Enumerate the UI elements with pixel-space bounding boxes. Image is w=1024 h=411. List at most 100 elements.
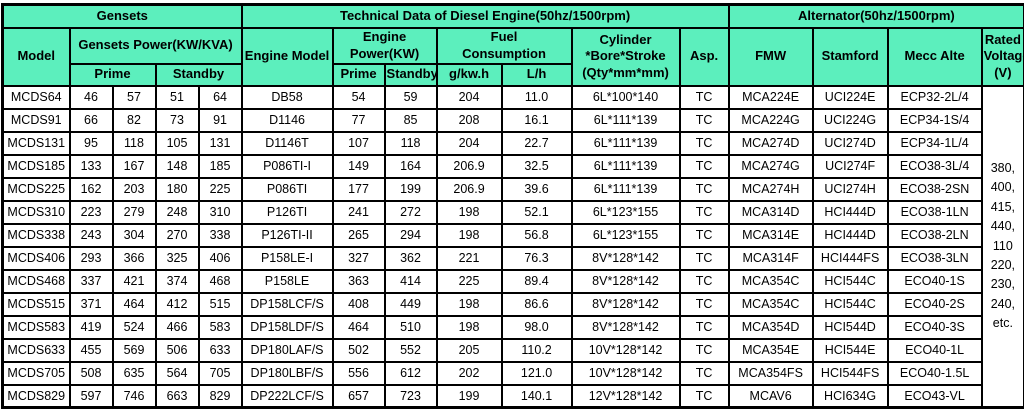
cell-standby-kw: 73 [154,107,200,133]
cell-cylinder: 6L*100*140 [570,84,681,110]
cell-prime-kva: 569 [111,337,157,363]
column-header-engine-model: Engine Model [240,26,334,87]
cell-fmw: MCA314E [727,222,814,248]
cell-model: MCDS633 [1,337,71,363]
cell-cylinder: 6L*111*139 [570,176,681,202]
section-header-engine: Technical Data of Diesel Engine(50hz/150… [240,3,730,29]
cell-fuel-l-h: 56.8 [500,222,573,248]
cell-fuel-g-kwh: 205 [435,337,503,363]
cell-model: MCDS185 [1,153,71,179]
cell-fuel-g-kwh: 198 [435,291,503,317]
column-header-stamford: Stamford [811,26,889,87]
column-header-gensets-prime: Prime [68,62,157,87]
group-header-row: Model Gensets Power(KW/KVA) Engine Model… [1,26,1024,87]
cell-prime-kva: 635 [111,360,157,386]
cell-engine-model: DP222LCF/S [240,383,334,409]
cell-engine-standby-kw: 118 [383,130,438,156]
cell-prime-kw: 223 [68,199,114,225]
table-row: MCDS633 455 569 506 633 DP180LAF/S 502 552 205 11… [1,337,1024,363]
cell-mecc-alte: ECP34-1S/4 [886,107,983,133]
cell-engine-prime-kw: 177 [331,176,386,202]
section-header-alternator: Alternator(50hz/1500rpm) [727,3,1024,29]
cell-engine-standby-kw: 552 [383,337,438,363]
cell-asp: TC [678,199,730,225]
cell-standby-kva: 515 [197,291,243,317]
cell-prime-kw: 133 [68,153,114,179]
cell-fuel-l-h: 39.6 [500,176,573,202]
cell-engine-model: P086TI-I [240,153,334,179]
cell-mecc-alte: ECP32-2L/4 [886,84,983,110]
table-row: MCDS185 133 167 148 185 P086TI-I 149 164 206.9 32… [1,153,1024,179]
cell-standby-kva: 406 [197,245,243,271]
cell-model: MCDS829 [1,383,71,409]
cell-stamford: HCI544C [811,291,889,317]
cell-standby-kw: 374 [154,268,200,294]
cell-model: MCDS406 [1,245,71,271]
cell-engine-standby-kw: 199 [383,176,438,202]
cell-stamford: HCI444FS [811,245,889,271]
cell-stamford: HCI634G [811,383,889,409]
cell-fmw: MCA354E [727,337,814,363]
cell-prime-kva: 524 [111,314,157,340]
cell-stamford: HCI544C [811,268,889,294]
column-header-gensets-power: Gensets Power(KW/KVA) [68,26,243,65]
cell-fmw: MCA314D [727,199,814,225]
cell-fuel-g-kwh: 202 [435,360,503,386]
cell-model: MCDS310 [1,199,71,225]
cell-mecc-alte: ECO38-1LN [886,199,983,225]
cell-engine-standby-kw: 59 [383,84,438,110]
cell-standby-kva: 583 [197,314,243,340]
cell-stamford: HCI544D [811,314,889,340]
table-row: MCDS406 293 366 325 406 P158LE-I 327 362 221 76.3… [1,245,1024,271]
cell-cylinder: 6L*111*139 [570,130,681,156]
cell-standby-kw: 506 [154,337,200,363]
cell-fmw: MCA224E [727,84,814,110]
cell-fuel-l-h: 32.5 [500,153,573,179]
sub-header-row: Prime Standby Prime Standby g/kw.h L/h [3,62,1024,87]
table-row: MCDS829 597 746 663 829 DP222LCF/S 657 723 199 14… [1,383,1024,409]
cell-standby-kva: 338 [197,222,243,248]
column-header-g-kwh: g/kw.h [435,62,503,87]
cell-standby-kw: 325 [154,245,200,271]
cell-engine-model: DP180LAF/S [240,337,334,363]
cell-fuel-g-kwh: 221 [435,245,503,271]
table-row: MCDS131 95 118 105 131 D1146T 107 118 204 22.7 6L*… [1,130,1024,156]
cell-prime-kva: 421 [111,268,157,294]
table-body: MCDS64 46 57 51 64 DB58 54 59 204 11.0 6L*100*140 T… [1,84,1024,409]
cell-asp: TC [678,291,730,317]
cell-prime-kw: 508 [68,360,114,386]
cell-standby-kw: 105 [154,130,200,156]
cell-asp: TC [678,130,730,156]
cell-standby-kva: 633 [197,337,243,363]
cell-mecc-alte: ECO40-1.5L [886,360,983,386]
table-row: MCDS338 243 304 270 338 P126TI-II 265 294 198 56.… [1,222,1024,248]
cell-fmw: MCA354C [727,291,814,317]
cell-fmw: MCAV6 [727,383,814,409]
cell-standby-kva: 185 [197,153,243,179]
cell-prime-kva: 279 [111,199,157,225]
cell-cylinder: 8V*128*142 [570,314,681,340]
cell-mecc-alte: ECO38-2LN [886,222,983,248]
cell-prime-kw: 95 [68,130,114,156]
cell-prime-kw: 337 [68,268,114,294]
cell-prime-kw: 162 [68,176,114,202]
cell-standby-kva: 225 [197,176,243,202]
column-header-mecc-alte: Mecc Alte [886,26,983,87]
cell-asp: TC [678,107,730,133]
table-row: MCDS515 371 464 412 515 DP158LCF/S 408 449 198 86… [1,291,1024,317]
cell-model: MCDS583 [1,314,71,340]
cell-engine-prime-kw: 502 [331,337,386,363]
table-header: Gensets Technical Data of Diesel Engine(… [1,3,1024,87]
cell-model: MCDS515 [1,291,71,317]
cell-standby-kva: 829 [197,383,243,409]
column-header-model: Model [1,26,71,87]
cell-asp: TC [678,383,730,409]
cell-fmw: MCA354D [727,314,814,340]
genset-spec-table: Gensets Technical Data of Diesel Engine(… [1,3,1024,409]
cell-engine-standby-kw: 164 [383,153,438,179]
cell-asp: TC [678,360,730,386]
cell-model: MCDS705 [1,360,71,386]
cell-engine-model: DP180LBF/S [240,360,334,386]
cell-model: MCDS338 [1,222,71,248]
column-header-fmw: FMW [727,26,814,87]
